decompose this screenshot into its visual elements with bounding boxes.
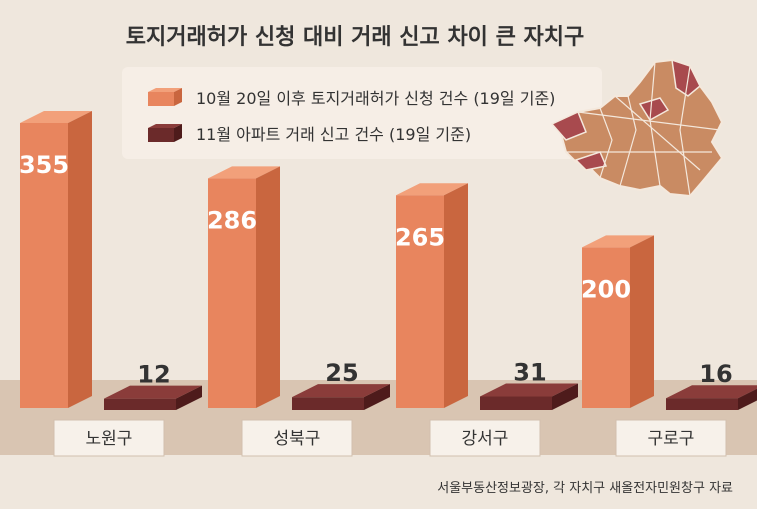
data-label-series2: 25 [325,359,358,387]
bar-series2-1-top [292,384,390,398]
legend-swatch-1-top [148,88,182,92]
map-highlight-guro [574,151,608,171]
bar-series2-3-front [666,398,738,410]
bar-series2-3-side [738,388,757,410]
bar-series1-0-side [68,111,92,408]
category-label-box [53,419,165,457]
bar-series1-1-front [208,178,256,408]
legend-swatch-2 [148,124,182,142]
legend-swatch-series-2 [148,124,182,142]
x-tick-label: 구로구 [648,429,695,449]
legend: 10월 20일 이후 토지거래허가 신청 건수 (19일 기준) 11월 아파트… [148,88,555,144]
bar-series2-0-side [176,385,202,410]
bar-series2-1-front [292,397,364,410]
bar-series2-1 [292,384,390,410]
bars: 355 12 노원구 286 25 성북구 265 31 강서구 200 16 구로구 [19,111,757,457]
category-label-box [615,419,727,457]
x-tick-label: 강서구 [462,429,509,449]
legend-swatch-2-front [148,128,174,142]
map-district-line [649,61,661,187]
legend-swatch-series-1 [148,88,182,106]
bar-series2-0-top [104,385,202,399]
bar-group-1: 286 25 성북구 [207,166,390,457]
category-label-box [241,419,353,457]
bar-series1-2-side [444,183,468,408]
seoul-district-map-icon [550,58,724,198]
legend-swatch-1 [148,88,182,106]
bar-series2-3 [666,385,757,410]
bar-series2-0-front [104,398,176,410]
map-highlight-seongbuk [638,97,670,122]
bar-series2-2 [480,383,578,410]
bar-series1-1 [208,166,280,408]
data-label-series2: 16 [699,360,732,388]
bar-series2-0 [104,385,202,410]
data-label-series2: 12 [137,361,170,389]
legend-swatch-1-side [174,88,182,106]
bar-series1-2-front [396,195,444,408]
legend-swatch-1-front [148,92,174,106]
bar-series2-2-side [552,383,578,410]
floor-line [0,455,757,509]
bar-group-0: 355 12 노원구 [19,111,202,457]
bar-series2-2-top [480,383,578,397]
bar-group-2: 265 31 강서구 [395,183,578,457]
map-district-lines [566,61,721,197]
map-district-line [577,111,721,131]
bar-series2-3-top [666,385,757,399]
bar-series1-0-front [20,123,68,408]
map-highlight-nowon [671,58,701,97]
bar-group-3: 200 16 구로구 [581,235,757,457]
data-label-series2: 31 [513,359,546,387]
legend-swatch-2-side [174,124,182,142]
data-label-series1: 355 [19,151,69,179]
x-tick-label: 노원구 [86,429,133,449]
category-label-box [429,419,541,457]
data-label-series1: 286 [207,206,257,234]
source-note: 서울부동산정보광장, 각 자치구 새올전자민원창구 자료 [437,481,733,496]
x-tick-label: 성북구 [274,429,321,449]
bar-series1-3-front [582,247,630,408]
bar-series1-2 [396,183,468,408]
data-label-series1: 200 [581,275,631,303]
bar-series1-3 [582,235,654,408]
map-highlight-gangseo [550,110,587,141]
map-district-line [679,65,691,197]
bar-series2-2-front [480,396,552,410]
map-district-line [619,95,637,187]
data-label-series1: 265 [395,223,445,251]
map-district-line [614,95,701,171]
legend-label-series-1: 10월 20일 이후 토지거래허가 신청 건수 (19일 기준) [196,89,555,108]
bar-series1-3-side [630,235,654,408]
bar-series2-1-side [364,384,390,410]
bar-series1-1-side [256,166,280,408]
map-district-line [599,107,613,179]
legend-label-series-2: 11월 아파트 거래 신고 건수 (19일 기준) [196,125,471,144]
legend-swatch-2-top [148,124,182,128]
legend-box [122,67,602,159]
bar-series1-0 [20,111,92,408]
chart-title: 토지거래허가 신청 대비 거래 신고 차이 큰 자치구 [126,25,584,50]
